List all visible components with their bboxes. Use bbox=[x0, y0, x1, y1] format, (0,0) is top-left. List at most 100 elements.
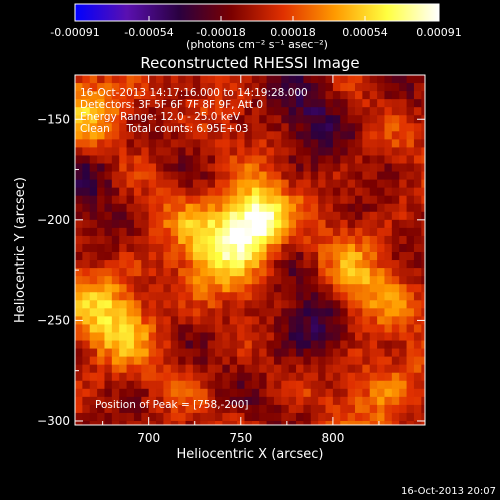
heatmap-cell bbox=[251, 75, 260, 84]
heatmap-cell bbox=[133, 412, 142, 422]
heatmap-cell bbox=[215, 219, 223, 229]
heatmap-cell bbox=[318, 316, 327, 326]
heatmap-cell bbox=[355, 75, 363, 84]
heatmap-cell bbox=[296, 91, 305, 100]
heatmap-cell bbox=[391, 284, 400, 293]
heatmap-cell bbox=[369, 227, 378, 237]
heatmap-cell bbox=[332, 171, 341, 181]
heatmap-cell bbox=[119, 364, 128, 374]
heatmap-cell bbox=[178, 348, 187, 358]
heatmap-cell bbox=[215, 75, 223, 84]
heatmap-cell bbox=[126, 348, 135, 358]
heatmap-cell bbox=[170, 260, 179, 269]
heatmap-cell bbox=[163, 340, 172, 350]
heatmap-cell bbox=[399, 404, 408, 414]
heatmap-cell bbox=[377, 147, 386, 157]
heatmap-cell bbox=[178, 163, 187, 173]
heatmap-cell bbox=[310, 235, 319, 245]
heatmap-cell bbox=[148, 404, 157, 414]
heatmap-cell bbox=[281, 155, 290, 165]
heatmap-cell bbox=[244, 91, 253, 100]
heatmap-cell bbox=[273, 179, 282, 189]
heatmap-cell bbox=[318, 420, 327, 425]
heatmap-cell bbox=[126, 163, 135, 173]
heatmap-cell bbox=[222, 396, 231, 406]
heatmap-cell bbox=[215, 404, 223, 414]
heatmap-cell bbox=[303, 260, 312, 269]
heatmap-cell bbox=[399, 107, 408, 116]
heatmap-cell bbox=[281, 227, 290, 237]
heatmap-cell bbox=[97, 171, 106, 181]
heatmap-cell bbox=[163, 139, 172, 149]
heatmap-cell bbox=[362, 380, 371, 390]
heatmap-cell bbox=[237, 91, 246, 100]
heatmap-cell bbox=[332, 276, 341, 285]
heatmap-cell bbox=[222, 123, 231, 132]
heatmap-cell bbox=[192, 404, 201, 414]
heatmap-cell bbox=[303, 396, 312, 406]
heatmap-cell bbox=[119, 388, 128, 398]
heatmap-cell bbox=[126, 324, 135, 334]
heatmap-cell bbox=[229, 380, 238, 390]
heatmap-cell bbox=[310, 300, 319, 309]
heatmap-cell bbox=[332, 91, 341, 100]
heatmap-cell bbox=[266, 420, 275, 425]
heatmap-cell bbox=[119, 91, 128, 100]
heatmap-cell bbox=[421, 396, 425, 406]
heatmap-cell bbox=[421, 75, 425, 84]
heatmap-cell bbox=[296, 380, 305, 390]
heatmap-cell bbox=[421, 276, 425, 285]
heatmap-cell bbox=[156, 364, 165, 374]
heatmap-cell bbox=[200, 308, 209, 317]
heatmap-cell bbox=[318, 83, 327, 92]
heatmap-cell bbox=[362, 404, 371, 414]
heatmap-cell bbox=[355, 380, 363, 390]
heatmap-cell bbox=[406, 243, 415, 253]
heatmap-cell bbox=[273, 155, 282, 165]
heatmap-cell bbox=[377, 115, 386, 124]
heatmap-cell bbox=[281, 404, 290, 414]
heatmap-cell bbox=[377, 412, 386, 422]
heatmap-cell bbox=[170, 147, 179, 157]
heatmap-cell bbox=[126, 284, 135, 293]
heatmap-cell bbox=[332, 260, 341, 269]
heatmap-cell bbox=[185, 211, 194, 221]
y-tick-label: −200 bbox=[37, 213, 70, 227]
heatmap-cell bbox=[156, 292, 165, 301]
heatmap-cell bbox=[273, 139, 282, 149]
heatmap-cell bbox=[185, 227, 194, 237]
heatmap-cell bbox=[170, 243, 179, 253]
heatmap-cell bbox=[156, 420, 165, 425]
heatmap-cell bbox=[111, 235, 120, 245]
heatmap-cell bbox=[355, 243, 363, 253]
heatmap-cell bbox=[97, 123, 106, 132]
heatmap-cell bbox=[273, 364, 282, 374]
heatmap-cell bbox=[266, 203, 275, 213]
heatmap-cell bbox=[229, 276, 238, 285]
heatmap-cell bbox=[318, 163, 327, 173]
heatmap-cell bbox=[148, 115, 157, 124]
heatmap-cell bbox=[391, 356, 400, 366]
heatmap-cell bbox=[156, 396, 165, 406]
heatmap-cell bbox=[369, 203, 378, 213]
heatmap-cell bbox=[133, 420, 142, 425]
heatmap-cell bbox=[399, 292, 408, 301]
heatmap-cell bbox=[141, 115, 150, 124]
heatmap-cell bbox=[303, 187, 312, 197]
heatmap-cell bbox=[141, 404, 150, 414]
heatmap-cell bbox=[251, 412, 260, 422]
heatmap-cell bbox=[355, 340, 363, 350]
heatmap-cell bbox=[406, 187, 415, 197]
heatmap-cell bbox=[200, 219, 209, 229]
annotation-detectors: Detectors: 3F 5F 6F 7F 8F 9F, Att 0 bbox=[80, 99, 263, 111]
heatmap-cell bbox=[82, 332, 91, 342]
heatmap-cell bbox=[104, 115, 113, 124]
heatmap-cell bbox=[355, 348, 363, 358]
heatmap-cell bbox=[200, 316, 209, 326]
heatmap-cell bbox=[318, 227, 327, 237]
heatmap-cell bbox=[296, 99, 305, 108]
heatmap-cell bbox=[237, 99, 246, 108]
heatmap-cell bbox=[362, 139, 371, 149]
heatmap-cell bbox=[377, 83, 386, 92]
heatmap-cell bbox=[347, 292, 356, 301]
